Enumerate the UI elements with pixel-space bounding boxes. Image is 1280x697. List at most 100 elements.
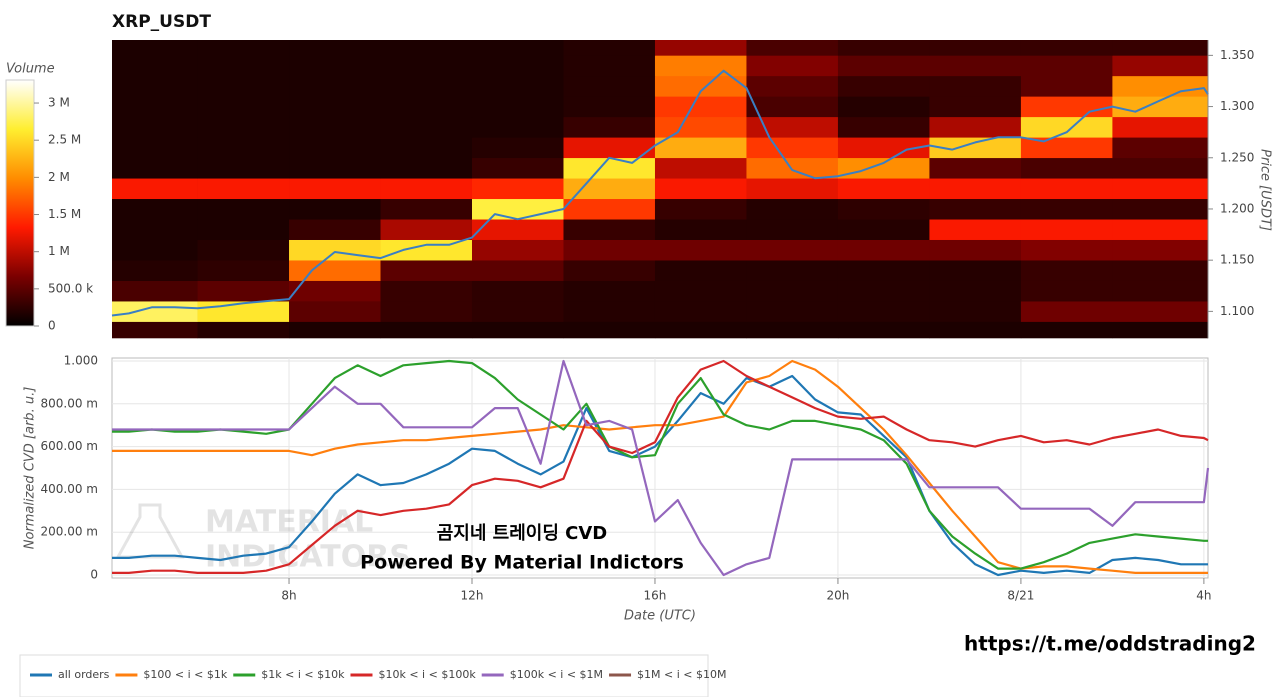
y-tick-label: 600.00 m xyxy=(41,439,99,453)
heatmap-cell xyxy=(1020,40,1113,56)
y-tick-label: 1.100 xyxy=(1220,304,1254,318)
heatmap-cell xyxy=(197,116,290,138)
colorbar-title: Volume xyxy=(6,62,55,77)
heatmap-cell xyxy=(563,280,656,302)
heatmap-cell xyxy=(197,96,290,118)
heatmap-cell xyxy=(746,198,839,220)
heatmap-cell xyxy=(1020,137,1113,159)
heatmap-cell xyxy=(929,239,1022,261)
heatmap-cell xyxy=(929,157,1022,179)
heatmap-cell xyxy=(197,198,290,220)
heatmap-cell xyxy=(654,55,747,77)
heatmap-cell xyxy=(563,157,656,179)
heatmap-cell xyxy=(654,239,747,261)
watermark-icon xyxy=(115,503,185,559)
heatmap-cell xyxy=(929,198,1022,220)
colorbar xyxy=(5,79,35,327)
heatmap-cell xyxy=(929,178,1022,200)
heatmap-cell xyxy=(563,198,656,220)
heatmap-cell xyxy=(929,280,1022,302)
heatmap-cell xyxy=(1112,116,1209,138)
heatmap-cell xyxy=(471,321,564,339)
heatmap-cell xyxy=(112,239,198,261)
colorbar-tick-label: 3 M xyxy=(48,96,70,110)
heatmap-cell xyxy=(929,219,1022,240)
heatmap-cell xyxy=(112,219,198,240)
heatmap-cell xyxy=(1112,40,1209,56)
heatmap-cell xyxy=(112,40,198,56)
heatmap-cell xyxy=(1112,219,1209,240)
heatmap-cell xyxy=(1112,55,1209,77)
heatmap-cell xyxy=(654,321,747,339)
annotation: Powered By Material Indictors xyxy=(360,552,684,574)
heatmap-cell xyxy=(380,178,473,200)
heatmap-cell xyxy=(471,198,564,220)
heatmap-cell xyxy=(1020,157,1113,179)
y-axis-label: Price [USDT] xyxy=(1258,149,1273,231)
heatmap-cell xyxy=(112,137,198,159)
heatmap-cell xyxy=(380,219,473,240)
y-tick-label: 400.00 m xyxy=(41,482,99,496)
heatmap-cell xyxy=(471,178,564,200)
heatmap-cell xyxy=(112,198,198,220)
heatmap-cell xyxy=(1112,260,1209,281)
heatmap-cell xyxy=(1020,96,1113,118)
heatmap-cell xyxy=(1020,219,1113,240)
heatmap-cell xyxy=(289,321,381,339)
heatmap-cell xyxy=(654,96,747,118)
y-tick-label: 1.350 xyxy=(1220,48,1254,62)
heatmap-cell xyxy=(929,321,1022,339)
heatmap-cell xyxy=(837,96,930,118)
heatmap-cell xyxy=(380,198,473,220)
heatmap-cell xyxy=(1112,301,1209,322)
heatmap-cell xyxy=(471,280,564,302)
heatmap-cell xyxy=(112,260,198,281)
heatmap-cell xyxy=(289,178,381,200)
heatmap-cell xyxy=(471,219,564,240)
heatmap-cell xyxy=(563,116,656,138)
heatmap-cell xyxy=(746,116,839,138)
heatmap-cell xyxy=(654,116,747,138)
heatmap-cell xyxy=(1020,239,1113,261)
heatmap-cell xyxy=(380,55,473,77)
heatmap-cell xyxy=(563,239,656,261)
heatmap-cell xyxy=(1020,75,1113,97)
heatmap-cell xyxy=(563,40,656,56)
heatmap-cell xyxy=(746,301,839,322)
heatmap-cell xyxy=(929,55,1022,77)
heatmap-cell xyxy=(837,178,930,200)
heatmap-cell xyxy=(471,260,564,281)
heatmap-cell xyxy=(746,239,839,261)
heatmap-cell xyxy=(1112,178,1209,200)
heatmap-cell xyxy=(289,96,381,118)
annotation: 곰지네 트레이딩 CVD xyxy=(437,523,608,544)
heatmap-cell xyxy=(197,75,290,97)
heatmap-cell xyxy=(1112,157,1209,179)
heatmap-cell xyxy=(1020,321,1113,339)
heatmap-cell xyxy=(471,96,564,118)
y-tick-label: 1.150 xyxy=(1220,253,1254,267)
heatmap-cell xyxy=(471,137,564,159)
y-tick-label: 800.00 m xyxy=(41,396,99,410)
heatmap-cell xyxy=(1112,198,1209,220)
heatmap-cell xyxy=(380,137,473,159)
heatmap-cell xyxy=(1112,75,1209,97)
heatmap-cell xyxy=(112,75,198,97)
heatmap-cell xyxy=(746,137,839,159)
heatmap-cell xyxy=(289,40,381,56)
heatmap-cell xyxy=(1112,137,1209,159)
x-tick-label: 12h xyxy=(461,589,484,603)
heatmap-cell xyxy=(1020,280,1113,302)
heatmap-cell xyxy=(112,321,198,339)
colorbar-tick-label: 1.5 M xyxy=(48,207,81,221)
cvd-line xyxy=(112,374,1208,577)
heatmap-cell xyxy=(1020,198,1113,220)
heatmap-cell xyxy=(837,219,930,240)
heatmap-cell xyxy=(654,157,747,179)
heatmap-cell xyxy=(563,301,656,322)
cvd-line xyxy=(112,359,1209,574)
cvd-line xyxy=(112,359,1208,574)
heatmap-cell xyxy=(471,116,564,138)
heatmap-cell xyxy=(471,55,564,77)
